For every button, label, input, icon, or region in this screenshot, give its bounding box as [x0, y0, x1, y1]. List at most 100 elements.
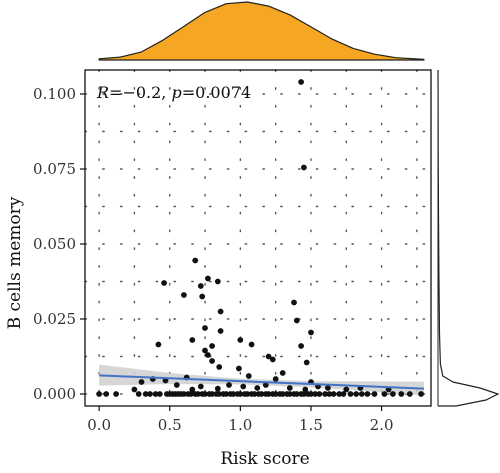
data-point [279, 391, 286, 397]
data-point [336, 391, 343, 397]
data-point [138, 379, 145, 385]
data-point [364, 391, 371, 397]
data-point [197, 383, 204, 390]
data-point [406, 391, 413, 397]
data-point [265, 353, 272, 360]
data-point [135, 391, 142, 397]
regression-line [99, 374, 424, 390]
data-point [96, 391, 102, 397]
data-point [131, 386, 138, 393]
data-point [298, 79, 304, 85]
data-point [152, 391, 159, 397]
data-point [214, 385, 221, 392]
data-point [340, 391, 347, 397]
data-points [96, 79, 424, 397]
data-point [113, 391, 119, 397]
data-point [205, 275, 211, 282]
data-point [103, 391, 110, 397]
data-point [237, 391, 244, 397]
data-point [192, 257, 199, 264]
data-point [316, 391, 323, 397]
data-point [390, 391, 396, 397]
data-point [155, 341, 162, 348]
data-point [202, 325, 208, 331]
data-point [272, 376, 279, 382]
data-point [217, 308, 224, 315]
data-point [265, 391, 272, 397]
data-point [286, 385, 293, 391]
x-axis-title: Risk score [220, 449, 309, 469]
data-point [181, 292, 187, 298]
y-axis-title: B cells memory [5, 196, 25, 329]
data-point [293, 391, 300, 397]
y-density-curve [437, 69, 500, 407]
data-point [398, 391, 405, 397]
data-point [209, 391, 216, 397]
data-point [322, 391, 328, 397]
data-point [258, 391, 265, 397]
grid [84, 69, 432, 407]
data-point [353, 391, 360, 397]
data-point [188, 391, 194, 397]
x-tick-label: 1.5 [299, 416, 323, 434]
data-point [142, 391, 149, 397]
data-point [343, 386, 350, 393]
data-point [262, 382, 269, 388]
data-point [216, 364, 223, 370]
x-tick-label: 1.0 [228, 416, 252, 434]
data-point [245, 373, 252, 379]
data-point [330, 391, 337, 397]
x-axis: 0.0 0.5 1.0 1.5 2.0 [87, 406, 394, 434]
data-point [418, 391, 424, 397]
data-point [302, 386, 309, 393]
data-point [293, 317, 300, 324]
data-point [214, 278, 221, 285]
data-point [230, 391, 237, 397]
annotation-p-label: p [171, 83, 181, 102]
data-point [240, 383, 247, 390]
data-point [269, 356, 276, 363]
data-point [205, 352, 211, 358]
data-point [279, 370, 286, 376]
data-point [301, 164, 307, 171]
data-point [181, 391, 187, 397]
data-point [254, 385, 261, 391]
data-point [312, 391, 319, 397]
y-tick-label: 0.100 [33, 85, 76, 103]
data-point [223, 391, 230, 397]
regression-ci-band [99, 364, 424, 396]
data-point [199, 293, 206, 300]
data-point [308, 329, 314, 336]
data-point [301, 391, 307, 397]
data-point [298, 343, 304, 349]
data-point [251, 391, 258, 397]
data-point [291, 299, 297, 306]
data-point [371, 391, 378, 397]
data-point [248, 341, 255, 348]
y-axis: 0.000 0.025 0.050 0.075 0.100 [33, 85, 85, 403]
x-tick-label: 0.0 [87, 416, 111, 434]
data-point [161, 280, 168, 286]
data-point [325, 385, 331, 391]
correlation-annotation: R=−0.2, p=0.0074 [96, 83, 251, 102]
data-point [217, 328, 224, 334]
x-tick-label: 2.0 [370, 416, 394, 434]
data-point [347, 391, 354, 397]
annotation-r-value: =−0.2, [109, 83, 171, 102]
data-point [209, 343, 216, 349]
annotation-p-value: =0.0074 [182, 83, 251, 102]
data-point [308, 391, 314, 397]
x-density-curve [98, 1, 425, 61]
data-point [358, 391, 365, 397]
annotation-r-label: R [96, 83, 109, 102]
data-point [272, 391, 279, 397]
data-point [202, 391, 208, 397]
data-point [216, 391, 223, 397]
regression-line-group [99, 374, 424, 390]
data-point [303, 359, 310, 366]
y-density-plot [437, 69, 500, 407]
data-point [226, 382, 232, 388]
data-point [326, 391, 333, 397]
data-point [195, 391, 201, 397]
data-point [147, 391, 153, 397]
